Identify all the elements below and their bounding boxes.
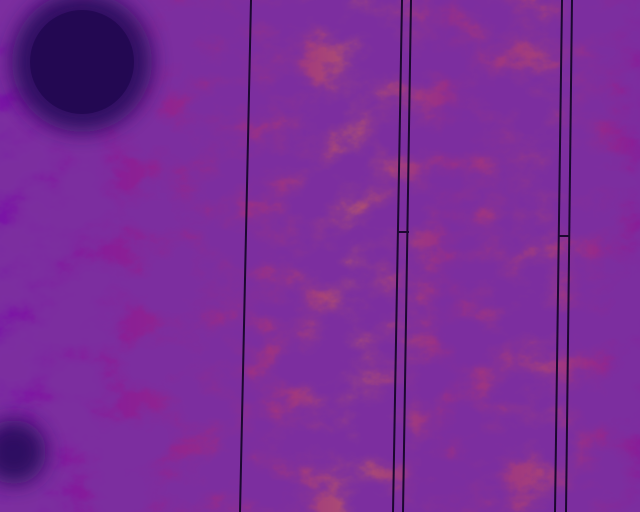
double-dark-line-center [392, 0, 412, 512]
dark-cold-corner-blob [0, 420, 46, 484]
double-dark-line-right [554, 0, 573, 512]
thin-dark-line [239, 0, 252, 512]
dark-cold-circle-core [30, 10, 134, 114]
